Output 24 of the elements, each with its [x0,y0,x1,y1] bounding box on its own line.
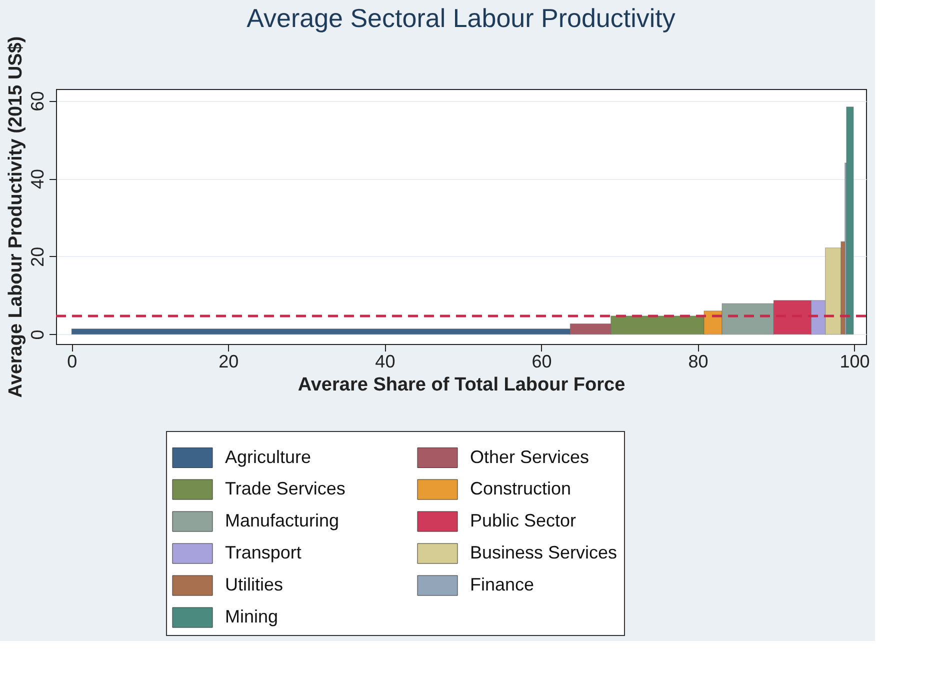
legend-label: Transport [225,542,302,562]
x-tick-label: 80 [688,352,708,372]
chart-title: Average Sectoral Labour Productivity [246,2,676,33]
legend-label: Business Services [470,542,618,562]
x-tick-label: 0 [67,352,78,372]
x-tick-label: 40 [375,352,396,372]
y-axis-title: Average Labour Productivity (2015 US$) [6,36,26,398]
legend-label: Finance [470,574,534,594]
legend-label: Agriculture [225,446,312,467]
y-tick-label: 40 [28,169,48,190]
legend-label: Manufacturing [225,510,340,530]
x-tick-label: 100 [840,352,870,372]
legend-label: Construction [470,478,572,498]
x-axis-title: Averare Share of Total Labour Force [298,374,626,396]
legend-label: Trade Services [225,478,346,498]
legend-label: Utilities [225,574,284,594]
legend-label: Mining [225,606,278,626]
legend-label: Public Sector [470,510,576,530]
y-tick-label: 20 [28,246,48,267]
y-tick-label: 0 [28,330,48,340]
x-tick-label: 60 [532,352,552,372]
y-tick-label: 60 [28,91,48,112]
legend-label: Other Services [470,446,590,467]
x-tick-label: 20 [218,352,239,372]
